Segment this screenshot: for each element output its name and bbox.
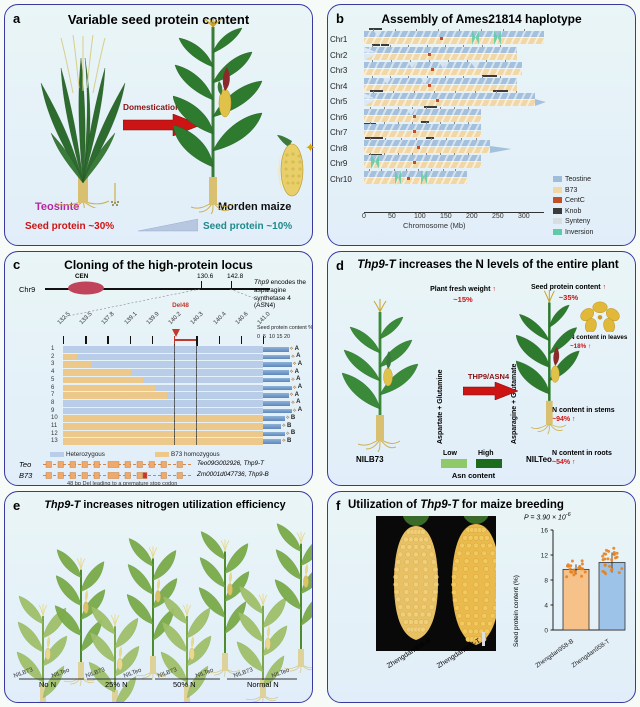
svg-text:0: 0 xyxy=(544,628,548,635)
svg-text:16: 16 xyxy=(541,528,549,535)
svg-text:12: 12 xyxy=(541,553,549,560)
svg-text:8: 8 xyxy=(544,578,548,585)
svg-text:4: 4 xyxy=(544,603,548,610)
svg-text:Zhengdan958-B: Zhengdan958-B xyxy=(534,638,575,670)
svg-text:Zhengdan958-T: Zhengdan958-T xyxy=(570,638,611,670)
